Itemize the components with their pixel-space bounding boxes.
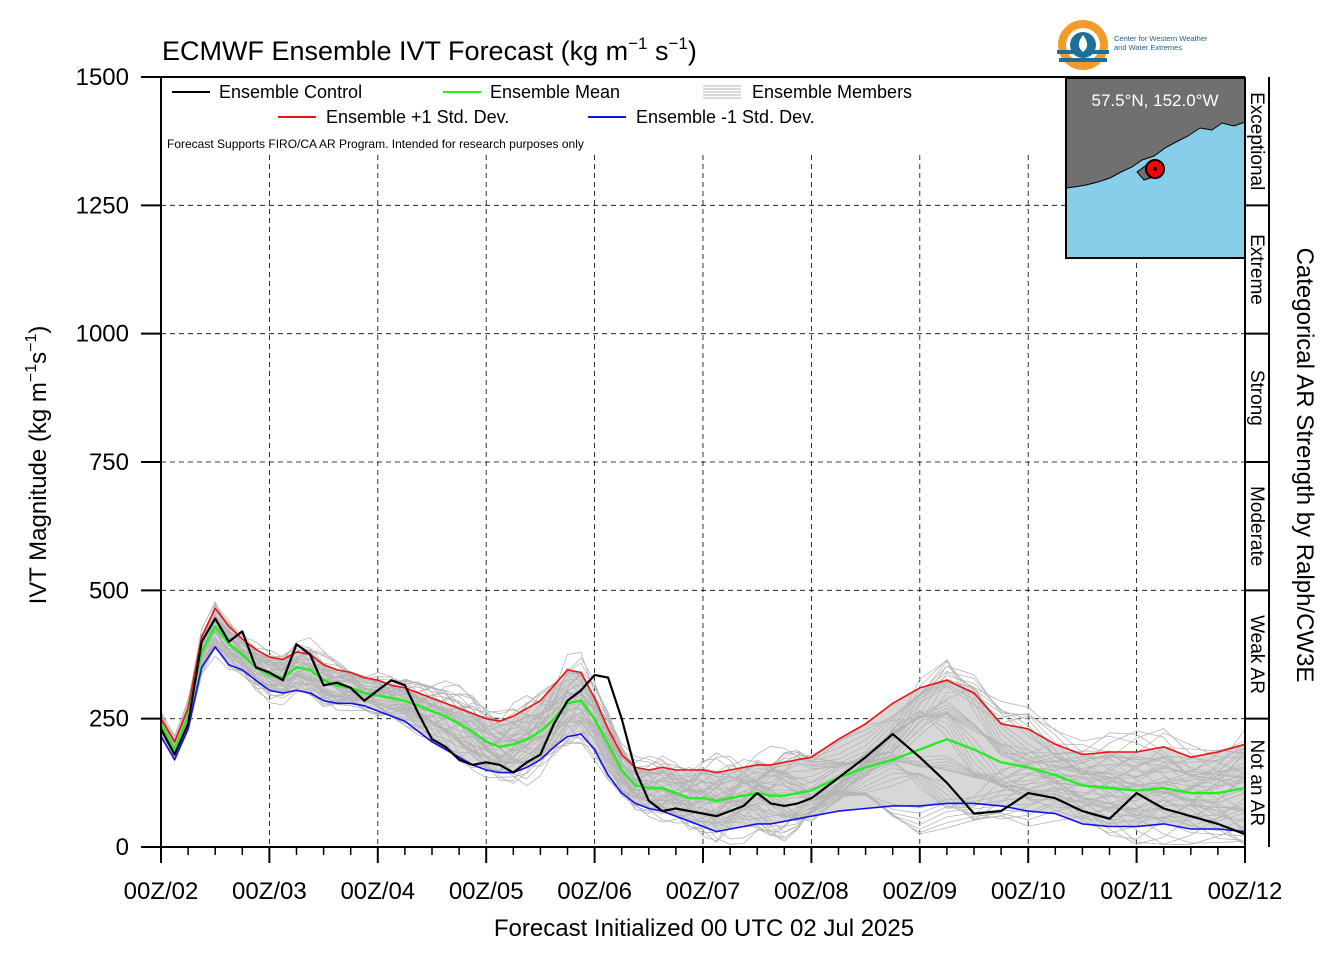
ensemble-member-line (160, 614, 1246, 814)
legend-label-mean: Ensemble Mean (490, 82, 620, 102)
series-line-control (160, 617, 1246, 836)
y-tick-label: 500 (89, 577, 129, 604)
category-labels: Not an AR Weak AR Moderate Strong Extreme Exc… (1246, 92, 1267, 826)
ensemble-member-line (160, 620, 1246, 817)
ensemble-member-line (160, 630, 1246, 824)
legend-label-members: Ensemble Members (752, 82, 912, 102)
y-tick-label: 250 (89, 706, 129, 733)
legend: Ensemble Control Ensemble Mean Ensemble … (167, 82, 912, 151)
ensemble-member-line (160, 613, 1246, 782)
right-axis-label: Categorical AR Strength by Ralph/CW3E (1291, 248, 1318, 683)
x-tick-label: 00Z/08 (774, 878, 849, 905)
cw3e-logo: Center for Western Weather and Water Ext… (1057, 20, 1208, 70)
category-label: Strong (1246, 370, 1267, 426)
ensemble-member-line (160, 643, 1246, 845)
legend-label-minus-std: Ensemble -1 Std. Dev. (636, 107, 815, 127)
category-label: Extreme (1246, 234, 1267, 305)
category-label: Exceptional (1246, 92, 1267, 190)
x-tick-label: 00Z/07 (666, 878, 741, 905)
logo-text-line2: and Water Extremes (1114, 43, 1182, 52)
ensemble-member-line (160, 627, 1246, 832)
x-axis-label: Forecast Initialized 00 UTC 02 Jul 2025 (494, 915, 914, 942)
ensemble-member-line (160, 638, 1246, 845)
y-axis-label: IVT Magnitude (kg m−1s−1) (23, 326, 52, 605)
y-tick-label: 0 (116, 834, 129, 861)
location-marker-dot (1153, 167, 1157, 171)
logo-text-line1: Center for Western Weather (1114, 34, 1208, 43)
location-inset-map: 57.5°N, 152.0°W (1065, 77, 1246, 259)
x-tick-label: 00Z/09 (882, 878, 957, 905)
ensemble-member-line (160, 647, 1246, 845)
x-tick-label: 00Z/02 (124, 878, 199, 905)
inset-land (1065, 77, 1246, 189)
category-label: Not an AR (1246, 739, 1267, 826)
y-tick-label: 1250 (76, 192, 129, 219)
ensemble-member-line (160, 625, 1246, 819)
tick-labels: 00Z/02 00Z/03 00Z/04 00Z/05 00Z/06 00Z/07 00Z/… (76, 64, 1283, 905)
x-tick-label: 00Z/06 (557, 878, 632, 905)
inset-location-label: 57.5°N, 152.0°W (1092, 91, 1219, 110)
research-note: Forecast Supports FIRO/CA AR Program. In… (167, 137, 584, 151)
series-line-plus-std (160, 607, 1246, 774)
ensemble-member-line (160, 626, 1246, 798)
x-tick-label: 00Z/12 (1208, 878, 1283, 905)
chart-title: ECMWF Ensemble IVT Forecast (kg m−1 s−1) (162, 34, 697, 66)
series-line-mean (159, 625, 1246, 802)
y-tick-label: 1500 (76, 64, 129, 91)
ensemble-member-line (160, 655, 1246, 844)
x-tick-label: 00Z/10 (991, 878, 1066, 905)
ensemble-member-line (160, 632, 1246, 821)
series-lines (159, 607, 1246, 836)
ensemble-member-line (160, 614, 1246, 783)
category-label: Weak AR (1246, 615, 1267, 694)
ensemble-member-line (160, 630, 1246, 827)
x-tick-label: 00Z/11 (1100, 878, 1173, 905)
legend-label-control: Ensemble Control (219, 82, 362, 102)
legend-swatch-members (703, 85, 741, 99)
series-line-minus-std (160, 646, 1246, 833)
axes (141, 76, 1270, 863)
ensemble-member-line (160, 614, 1246, 789)
x-tick-label: 00Z/05 (449, 878, 524, 905)
x-tick-label: 00Z/03 (232, 878, 307, 905)
y-tick-label: 750 (89, 449, 129, 476)
category-label: Moderate (1246, 486, 1267, 566)
legend-label-plus-std: Ensemble +1 Std. Dev. (326, 107, 509, 127)
x-tick-label: 00Z/04 (340, 878, 415, 905)
inset-frame (1065, 77, 1246, 259)
y-tick-label: 1000 (76, 321, 129, 348)
